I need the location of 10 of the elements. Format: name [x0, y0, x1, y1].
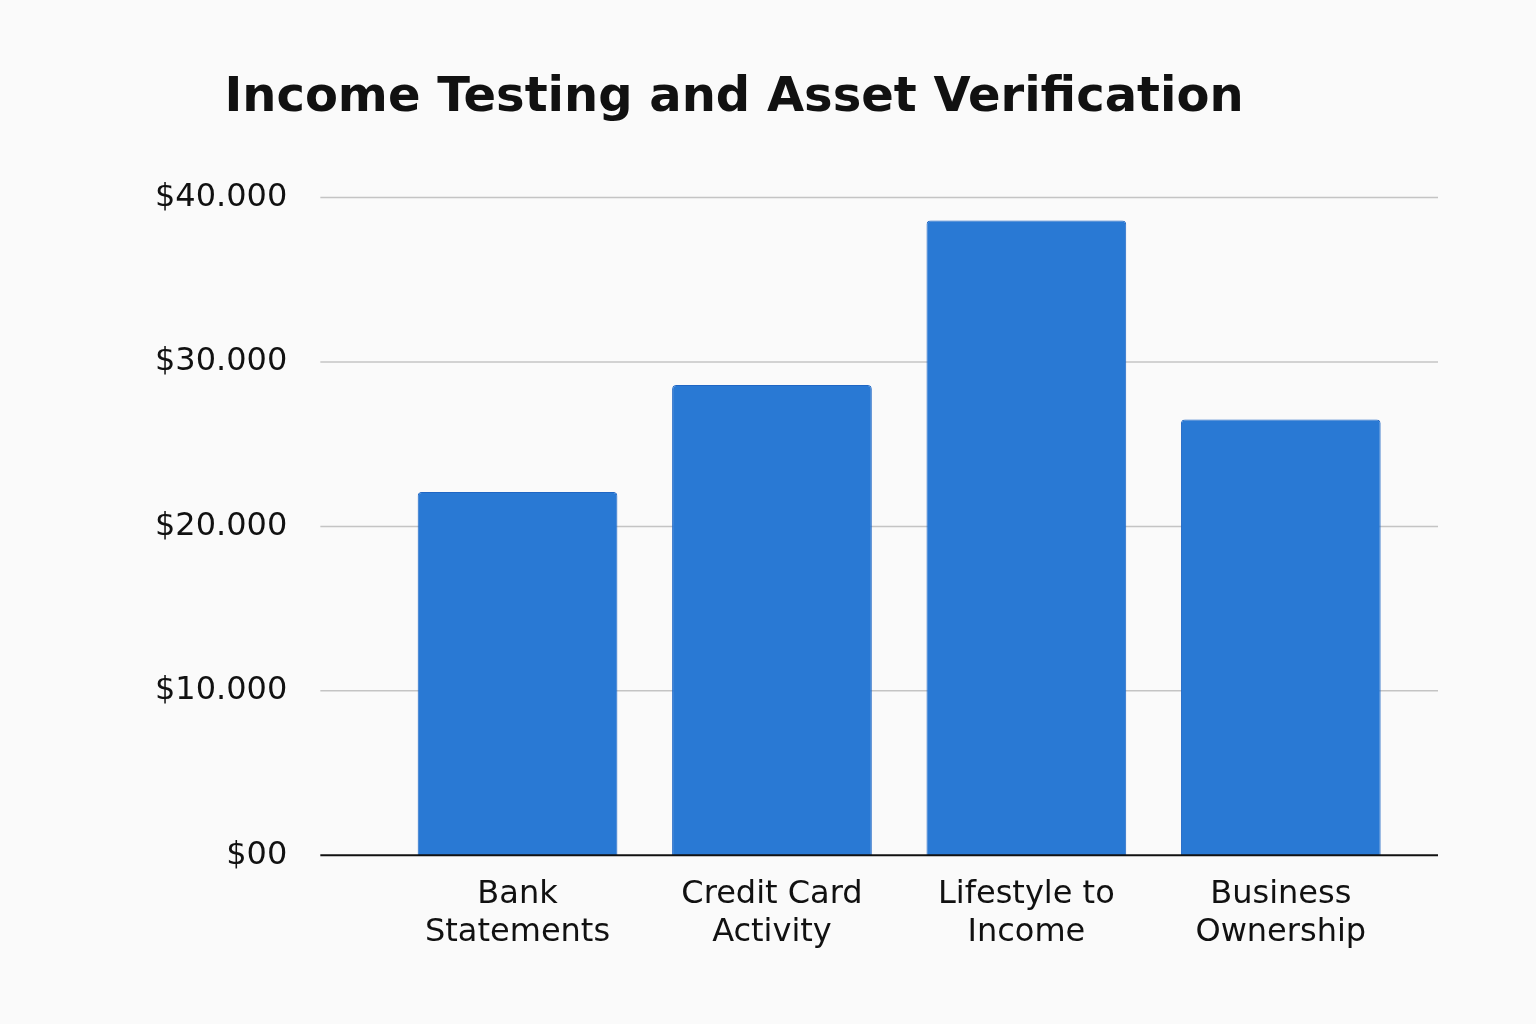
x-tick-label: Bank Statements — [425, 872, 611, 950]
chart-title: Income Testing and Asset Verification — [224, 66, 1244, 123]
y-tick-label: $40.000 — [155, 175, 288, 214]
x-tick-label: Business Ownership — [1195, 872, 1367, 950]
y-tick-label: $00 — [226, 833, 288, 872]
x-tick-label: Lifestyle to Income — [938, 872, 1115, 950]
x-tick-label: Credit Card Activity — [681, 872, 863, 950]
y-tick-label: $10.000 — [155, 669, 288, 708]
y-tick-label: $30.000 — [155, 340, 288, 379]
y-tick-label: $20.000 — [155, 504, 288, 543]
